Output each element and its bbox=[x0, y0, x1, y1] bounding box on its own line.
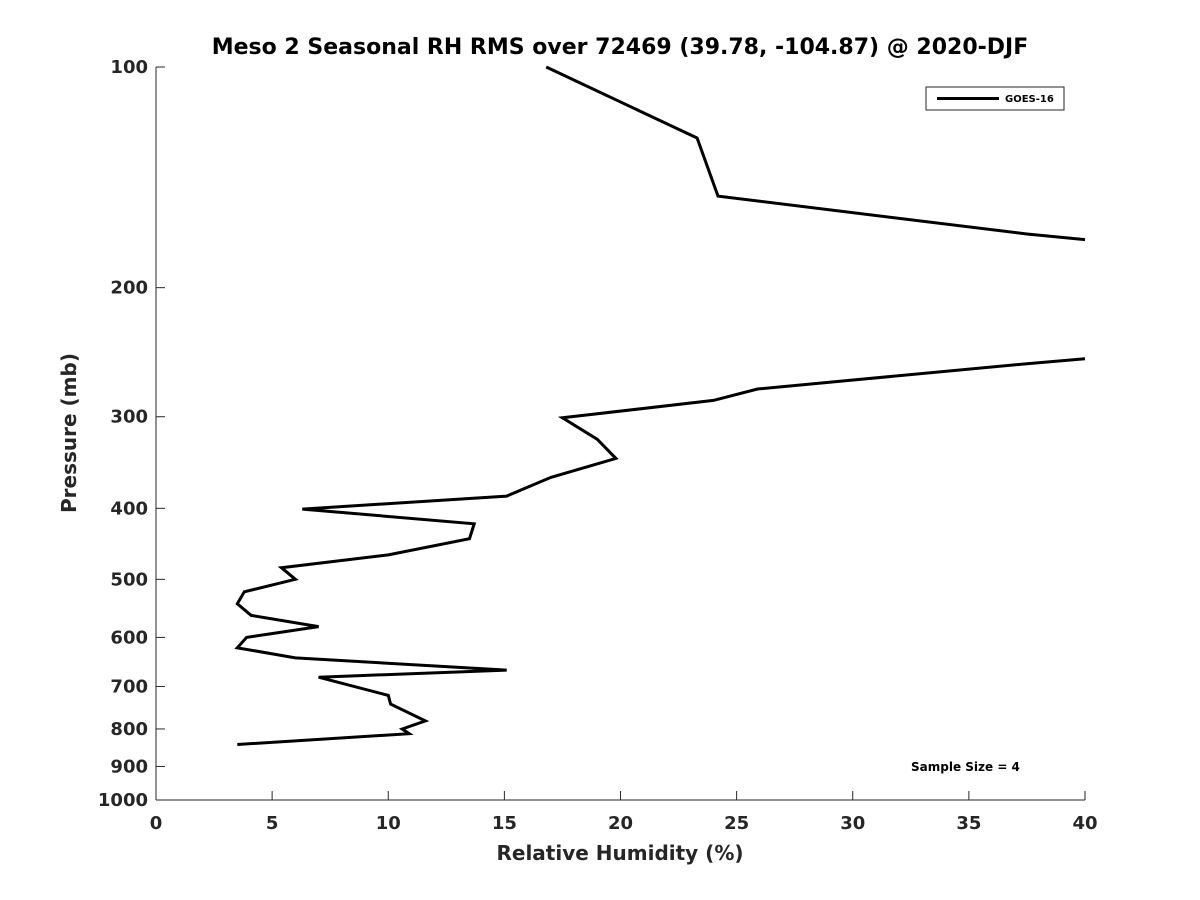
sample-size-annotation: Sample Size = 4 bbox=[911, 760, 1020, 774]
x-tick-label: 5 bbox=[266, 813, 279, 834]
y-tick-label: 900 bbox=[110, 756, 148, 777]
legend-label: GOES-16 bbox=[1005, 94, 1054, 105]
x-tick-label: 10 bbox=[376, 813, 401, 834]
series-group bbox=[234, 65, 1086, 746]
y-tick-label: 400 bbox=[110, 498, 148, 519]
y-ticks: 100 200 300 400 500 600 700 800 900 1000 bbox=[98, 57, 165, 811]
y-tick-label: 100 bbox=[110, 57, 148, 78]
y-tick-label: 200 bbox=[110, 278, 148, 299]
x-tick-label: 30 bbox=[840, 813, 865, 834]
x-tick-label: 35 bbox=[956, 813, 981, 834]
y-axis-label: Pressure (mb) bbox=[57, 353, 81, 513]
chart-title: Meso 2 Seasonal RH RMS over 72469 (39.78… bbox=[212, 35, 1029, 60]
y-tick-label: 300 bbox=[110, 407, 148, 428]
x-tick-label: 0 bbox=[150, 813, 163, 834]
y-tick-label: 700 bbox=[110, 676, 148, 697]
x-ticks: 0 5 10 15 20 25 30 35 40 bbox=[150, 791, 1098, 834]
x-axis-label: Relative Humidity (%) bbox=[496, 841, 743, 865]
y-tick-label: 600 bbox=[110, 627, 148, 648]
y-tick-label: 500 bbox=[110, 569, 148, 590]
y-tick-label: 800 bbox=[110, 719, 148, 740]
x-tick-label: 15 bbox=[492, 813, 517, 834]
legend: GOES-16 bbox=[925, 86, 1065, 111]
x-tick-label: 40 bbox=[1072, 813, 1097, 834]
x-tick-label: 25 bbox=[724, 813, 749, 834]
x-tick-label: 20 bbox=[608, 813, 633, 834]
y-tick-label: 1000 bbox=[98, 790, 148, 811]
series-line-goes-16 bbox=[234, 65, 1086, 746]
